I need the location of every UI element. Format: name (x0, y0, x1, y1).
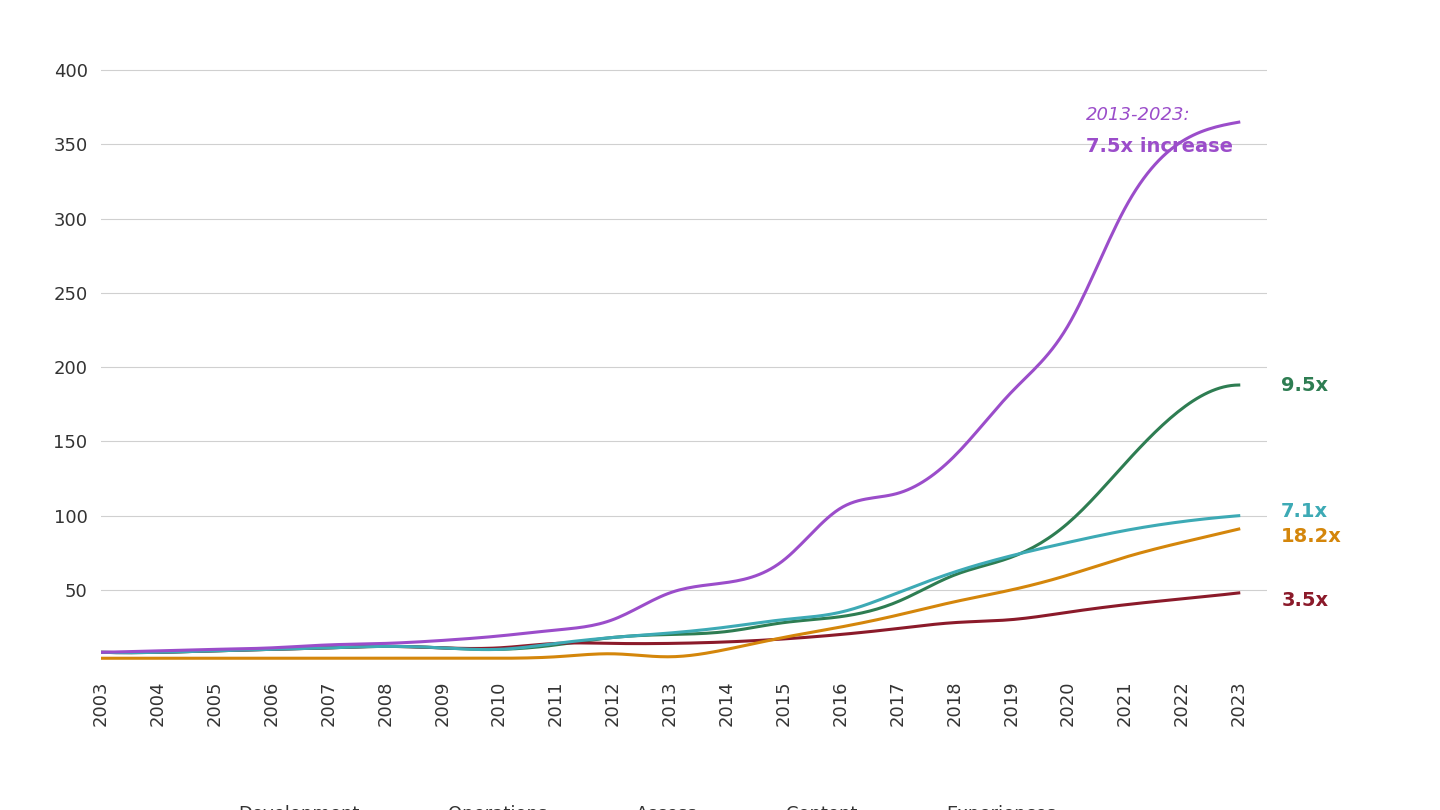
Text: 18.2x: 18.2x (1282, 527, 1342, 546)
Text: 2013-2023:: 2013-2023: (1086, 106, 1191, 124)
Text: 7.5x increase: 7.5x increase (1086, 137, 1234, 156)
Text: 9.5x: 9.5x (1282, 376, 1328, 394)
Text: 7.1x: 7.1x (1282, 501, 1328, 521)
Legend: Development, Operations, Access, Content, Experiences: Development, Operations, Access, Content… (189, 797, 1063, 810)
Text: 3.5x: 3.5x (1282, 590, 1328, 610)
